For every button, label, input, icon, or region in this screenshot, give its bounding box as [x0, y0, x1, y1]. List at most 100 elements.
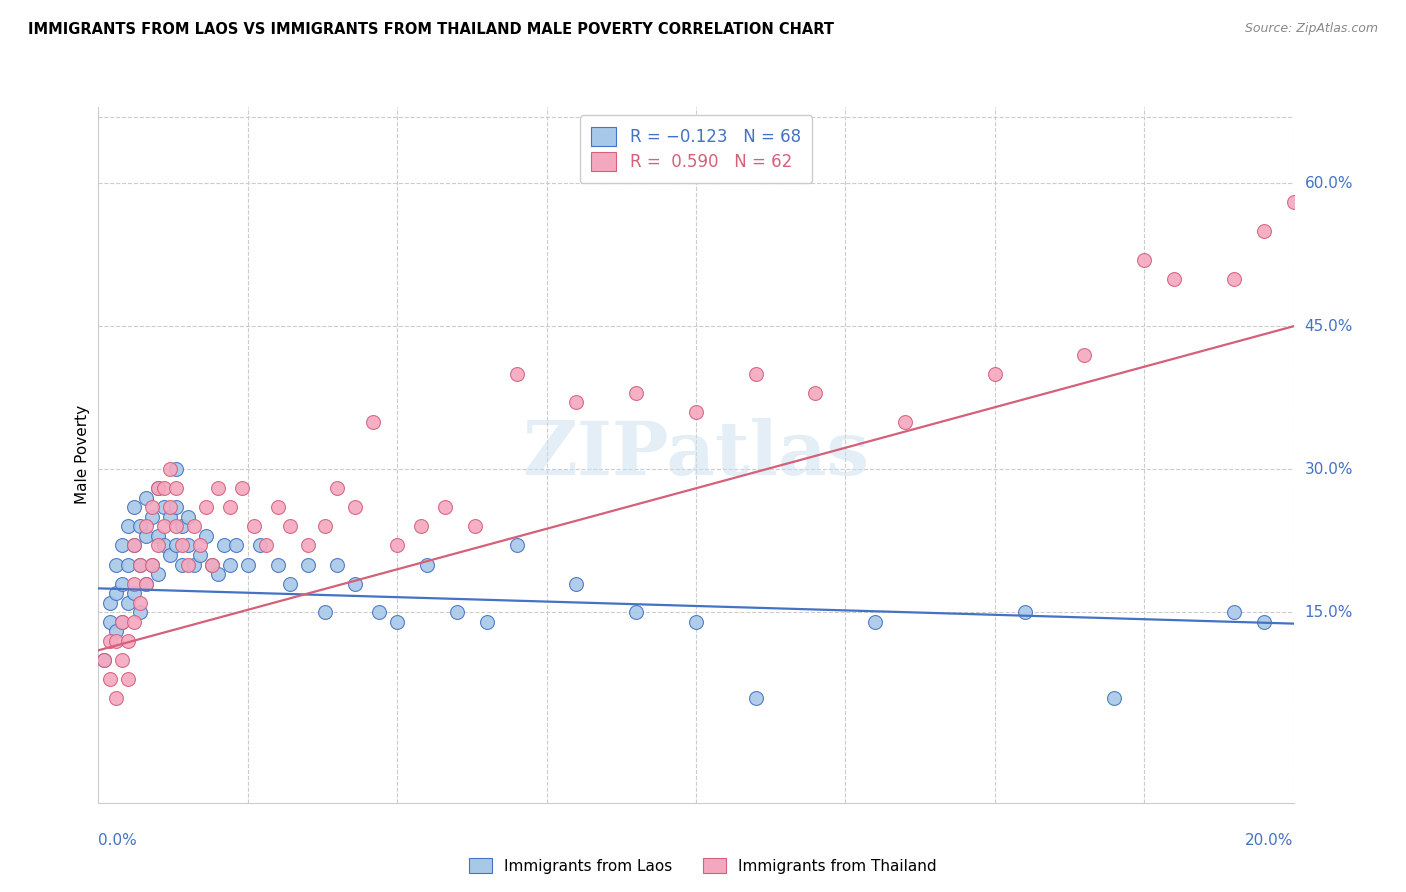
Point [1073, 348, 1095, 362]
Point [159, 509, 181, 524]
Point [1104, 690, 1126, 705]
Point [177, 558, 200, 572]
Point [219, 558, 242, 572]
Point [148, 481, 170, 495]
Point [183, 558, 205, 572]
Point [254, 539, 277, 553]
Point [124, 539, 146, 553]
Point [894, 415, 917, 429]
Point [326, 481, 349, 495]
Point [148, 567, 170, 582]
Point [117, 519, 139, 533]
Point [183, 519, 205, 533]
Text: ZIPatlas: ZIPatlas [523, 418, 869, 491]
Point [506, 539, 529, 553]
Point [148, 529, 170, 543]
Point [117, 558, 139, 572]
Point [141, 509, 163, 524]
Point [1282, 195, 1305, 210]
Point [98, 633, 122, 648]
Point [1253, 615, 1275, 629]
Point [93, 653, 115, 667]
Point [124, 615, 146, 629]
Point [111, 576, 134, 591]
Text: IMMIGRANTS FROM LAOS VS IMMIGRANTS FROM THAILAND MALE POVERTY CORRELATION CHART: IMMIGRANTS FROM LAOS VS IMMIGRANTS FROM … [28, 22, 834, 37]
Point [207, 567, 229, 582]
Point [315, 605, 337, 619]
Point [129, 519, 152, 533]
Point [745, 367, 768, 381]
Point [165, 481, 187, 495]
Point [207, 481, 229, 495]
Point [446, 605, 468, 619]
Text: 0.0%: 0.0% [98, 833, 138, 848]
Point [159, 500, 181, 515]
Point [165, 500, 187, 515]
Point [124, 586, 146, 600]
Point [219, 500, 242, 515]
Point [464, 519, 486, 533]
Point [117, 596, 139, 610]
Point [411, 519, 433, 533]
Text: 30.0%: 30.0% [1305, 462, 1353, 476]
Point [326, 558, 349, 572]
Point [865, 615, 887, 629]
Point [98, 615, 122, 629]
Point [565, 395, 588, 409]
Point [124, 539, 146, 553]
Point [685, 405, 707, 419]
Point [141, 558, 163, 572]
Point [105, 624, 128, 639]
Point [153, 481, 176, 495]
Point [165, 539, 187, 553]
Point [165, 519, 187, 533]
Point [194, 529, 218, 543]
Point [297, 539, 319, 553]
Point [135, 491, 157, 505]
Point [212, 539, 235, 553]
Point [172, 539, 194, 553]
Point [434, 500, 457, 515]
Point [111, 615, 134, 629]
Text: 45.0%: 45.0% [1305, 318, 1353, 334]
Point [267, 500, 290, 515]
Point [105, 690, 128, 705]
Point [148, 539, 170, 553]
Point [1014, 605, 1036, 619]
Point [129, 558, 152, 572]
Point [344, 500, 367, 515]
Point [1253, 224, 1275, 238]
Point [188, 539, 211, 553]
Point [1163, 271, 1185, 285]
Point [267, 558, 290, 572]
Point [111, 615, 134, 629]
Point [172, 558, 194, 572]
Point [159, 462, 181, 476]
Legend: Immigrants from Laos, Immigrants from Thailand: Immigrants from Laos, Immigrants from Th… [463, 852, 943, 880]
Text: 20.0%: 20.0% [1246, 833, 1294, 848]
Legend: R = −0.123   N = 68, R =  0.590   N = 62: R = −0.123 N = 68, R = 0.590 N = 62 [579, 115, 813, 183]
Point [105, 633, 128, 648]
Point [1223, 605, 1246, 619]
Point [111, 653, 134, 667]
Point [363, 415, 385, 429]
Point [194, 500, 218, 515]
Point [135, 529, 157, 543]
Point [105, 558, 128, 572]
Point [165, 462, 187, 476]
Point [135, 576, 157, 591]
Point [98, 596, 122, 610]
Point [278, 576, 301, 591]
Point [236, 558, 259, 572]
Point [385, 539, 409, 553]
Point [141, 558, 163, 572]
Point [804, 386, 827, 401]
Point [159, 548, 181, 562]
Y-axis label: Male Poverty: Male Poverty [75, 405, 90, 505]
Point [129, 596, 152, 610]
Point [135, 519, 157, 533]
Point [124, 500, 146, 515]
Point [231, 481, 253, 495]
Point [249, 539, 271, 553]
Point [297, 558, 319, 572]
